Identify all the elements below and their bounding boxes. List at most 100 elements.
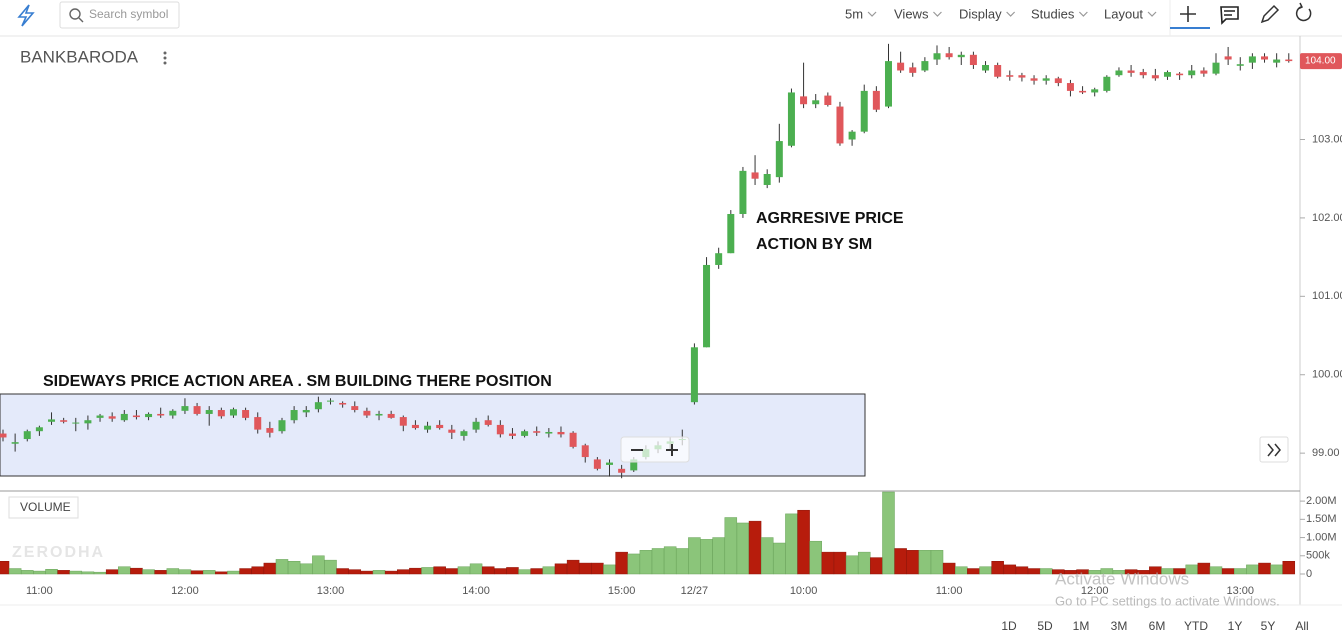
volume-bar: [202, 570, 216, 575]
candle-body: [751, 172, 759, 179]
volume-bar: [69, 570, 83, 575]
chevron: [933, 11, 942, 17]
range-button[interactable]: 1Y: [1228, 619, 1243, 633]
volume-bar: [372, 570, 386, 575]
candle-body: [205, 410, 213, 414]
volume-bar: [0, 560, 10, 575]
menu-item[interactable]: Studies: [1031, 6, 1075, 21]
volume-bar: [845, 555, 859, 575]
range-button[interactable]: 3M: [1111, 619, 1128, 633]
candle-body: [1115, 70, 1123, 76]
chevron: [1006, 11, 1016, 17]
candle-body: [254, 417, 262, 430]
volume-bar: [894, 548, 907, 575]
volume-bar: [821, 551, 835, 575]
candle-body: [327, 400, 335, 402]
candle-body: [557, 431, 565, 435]
candle-body: [800, 96, 808, 105]
candle-body: [1054, 78, 1062, 84]
annotation: AGRRESIVE PRICE: [756, 210, 904, 227]
volume-bar: [1209, 566, 1223, 575]
candle-body: [278, 420, 286, 432]
active-indicator: [1170, 27, 1210, 29]
candle-body: [836, 106, 844, 144]
candle-body: [11, 442, 19, 444]
volume-bar: [676, 548, 689, 575]
candle-body: [909, 67, 917, 73]
candle-body: [1127, 70, 1135, 73]
volume-tick-label: 0: [1306, 568, 1312, 580]
menu-item[interactable]: Display: [959, 6, 1002, 21]
candle-body: [690, 347, 698, 403]
range-button[interactable]: All: [1295, 619, 1308, 633]
volume-bar: [81, 571, 95, 575]
annotation: ACTION BY SM: [756, 236, 872, 253]
volume-bar: [33, 570, 46, 575]
candle-body: [1273, 59, 1281, 63]
volume-bar: [870, 557, 883, 575]
candle-body: [872, 90, 880, 110]
volume-bar: [688, 537, 701, 575]
menu-item[interactable]: Layout: [1104, 6, 1143, 21]
volume-tick-label: 1.00M: [1306, 531, 1337, 543]
range-button[interactable]: 5D: [1037, 619, 1053, 633]
candle-body: [472, 421, 480, 430]
range-button[interactable]: 1D: [1001, 619, 1017, 633]
refresh-icon[interactable]: [1295, 2, 1312, 22]
comment-icon[interactable]: [1220, 6, 1239, 25]
candle-body: [1176, 73, 1184, 76]
candle-body: [436, 424, 444, 429]
crosshair-icon[interactable]: [1180, 6, 1196, 22]
candle-body: [363, 410, 371, 416]
more-icon[interactable]: [163, 51, 167, 65]
range-button[interactable]: YTD: [1184, 619, 1208, 633]
volume-bar: [639, 550, 653, 575]
candle-body: [593, 459, 601, 469]
candle-body: [1042, 78, 1050, 81]
candle-body: [508, 433, 516, 436]
menu-item[interactable]: Views: [894, 6, 929, 21]
scroll-button[interactable]: [1259, 436, 1289, 463]
candle-body: [96, 415, 104, 418]
volume-bar: [1003, 564, 1017, 575]
candle-body: [217, 410, 225, 417]
chevron: [1147, 11, 1157, 17]
volume-bar: [312, 555, 325, 575]
draw-icon[interactable]: [1260, 4, 1280, 24]
volume-bar: [554, 563, 568, 575]
volume-bar: [457, 566, 471, 575]
candle-body: [242, 410, 250, 418]
activation-notice: Activate Windows: [1055, 569, 1189, 588]
candle-body: [399, 417, 407, 426]
toolbar-bg: [0, 0, 1342, 36]
volume-bar: [360, 570, 374, 575]
volume-bar: [118, 566, 131, 575]
volume-bar: [979, 566, 992, 575]
volume-bar: [1234, 568, 1247, 575]
candle-body: [969, 54, 977, 66]
candle-body: [108, 416, 116, 419]
zoom-control[interactable]: [620, 436, 690, 463]
volume-bar: [809, 540, 822, 575]
search-box[interactable]: [59, 1, 180, 29]
volume-label: VOLUME: [20, 500, 71, 514]
candle-body: [763, 174, 771, 185]
candle-body: [1212, 62, 1220, 74]
candle-body: [387, 413, 395, 418]
volume-bar: [797, 509, 810, 575]
range-button[interactable]: 6M: [1149, 619, 1166, 633]
candle-body: [1188, 70, 1196, 76]
x-tick-label: 14:00: [462, 585, 490, 597]
menu-item[interactable]: 5m: [845, 6, 863, 21]
volume-bar: [1246, 564, 1259, 575]
zoom-icons[interactable]: [631, 444, 678, 456]
range-button[interactable]: 1M: [1073, 619, 1090, 633]
volume-bar: [542, 566, 556, 575]
candle-body: [351, 406, 359, 411]
volume-bar: [166, 568, 180, 575]
candle-body: [787, 92, 795, 146]
volume-bar: [1270, 564, 1283, 575]
candle-body: [424, 425, 432, 430]
volume-bar: [1197, 562, 1211, 575]
range-button[interactable]: 5Y: [1261, 619, 1276, 633]
